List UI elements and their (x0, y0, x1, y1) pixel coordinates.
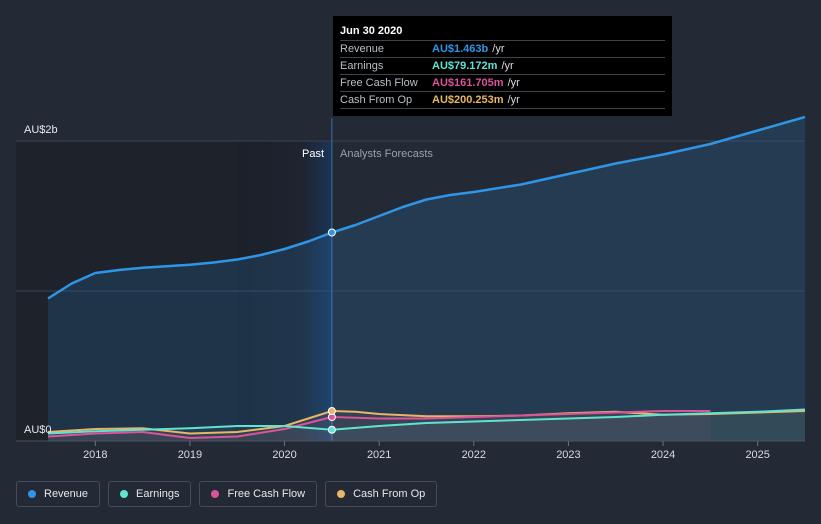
series-line-free-cash-flow (47, 410, 711, 439)
tooltip-row-earnings: Earnings AU$79.172m /yr (340, 58, 665, 75)
legend-label: Cash From Op (353, 488, 426, 500)
x-tick-label: 2018 (83, 449, 107, 461)
legend-label: Free Cash Flow (227, 488, 306, 500)
legend-item-cash-from-op[interactable]: Cash From Op (325, 481, 438, 507)
tooltip: Jun 30 2020 Revenue AU$1.463b /yr Earnin… (333, 16, 672, 116)
legend-dot-icon (211, 490, 220, 498)
tooltip-label: Cash From Op (340, 94, 413, 106)
series-line-revenue (47, 115, 806, 300)
tooltip-row-revenue: Revenue AU$1.463b /yr (340, 41, 665, 58)
revenue-area (48, 117, 805, 441)
tooltip-date: Jun 30 2020 (340, 24, 665, 41)
legend-item-earnings[interactable]: Earnings (108, 481, 192, 507)
highlight-marker-cash-from-op (327, 407, 336, 415)
highlight-marker-earnings (327, 425, 336, 434)
tooltip-unit: /yr (492, 43, 505, 55)
series-line-earnings (47, 408, 806, 435)
x-tick-label: 2023 (556, 449, 580, 461)
forecast-region-label: Analysts Forecasts (340, 148, 433, 160)
x-tick-label: 2022 (462, 449, 486, 461)
tooltip-label: Revenue (340, 43, 385, 55)
legend-dot-icon (337, 490, 346, 498)
tooltip-label: Earnings (340, 60, 384, 72)
y-axis-top-label: AU$2b (24, 124, 58, 136)
tooltip-row-cash-from-op: Cash From Op AU$200.253m /yr (340, 92, 665, 109)
legend-label: Revenue (44, 488, 89, 500)
x-tick-label: 2021 (367, 449, 391, 461)
highlight-marker-revenue (327, 228, 336, 237)
legend-dot-icon (28, 490, 36, 498)
y-axis-bottom-label: AU$0 (24, 424, 52, 436)
x-tick-label: 2020 (272, 449, 296, 461)
legend-item-revenue[interactable]: Revenue (16, 481, 101, 507)
series-area (48, 411, 805, 441)
x-tick-label: 2025 (745, 449, 769, 461)
legend: Revenue Earnings Free Cash Flow Cash Fro… (16, 481, 438, 507)
tooltip-value: AU$200.253m (432, 94, 504, 106)
tooltip-value: AU$79.172m (432, 60, 498, 72)
x-tick-label: 2024 (651, 449, 675, 461)
tooltip-unit: /yr (507, 77, 520, 89)
x-tick-label: 2019 (178, 449, 202, 461)
past-region-label: Past (302, 148, 324, 160)
tooltip-row-free-cash-flow: Free Cash Flow AU$161.705m /yr (340, 75, 665, 92)
tooltip-value: AU$1.463b (432, 43, 489, 55)
legend-item-free-cash-flow[interactable]: Free Cash Flow (199, 481, 318, 507)
tooltip-unit: /yr (501, 60, 514, 72)
tooltip-unit: /yr (507, 94, 520, 106)
legend-dot-icon (120, 490, 129, 498)
tooltip-label: Free Cash Flow (340, 77, 418, 89)
legend-label: Earnings (136, 488, 180, 500)
tooltip-value: AU$161.705m (432, 77, 504, 89)
